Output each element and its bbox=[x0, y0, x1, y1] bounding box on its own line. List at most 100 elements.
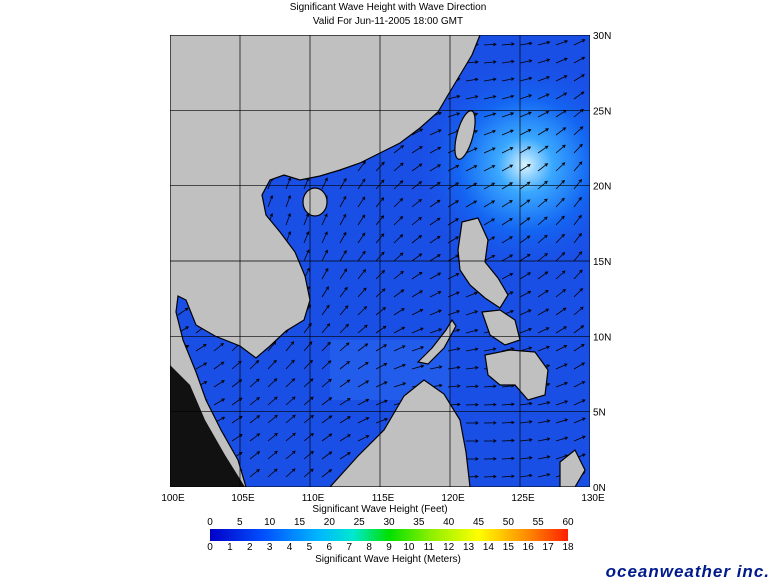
feet-label: 40 bbox=[443, 517, 455, 528]
wave-arrow bbox=[555, 418, 569, 424]
wave-arrow bbox=[519, 59, 533, 64]
wave-arrow bbox=[501, 402, 515, 407]
wave-arrow bbox=[465, 182, 478, 190]
lon-label: 105E bbox=[231, 493, 255, 504]
wave-arrow bbox=[519, 401, 533, 406]
meter-label: 3 bbox=[267, 542, 273, 553]
wave-arrow bbox=[573, 251, 583, 262]
wave-arrow bbox=[267, 432, 278, 442]
feet-label: 45 bbox=[473, 517, 485, 528]
wave-arrow bbox=[339, 379, 351, 388]
wave-arrow bbox=[465, 439, 479, 443]
wave-arrow bbox=[519, 253, 531, 262]
lat-label: 25N bbox=[593, 106, 611, 117]
wave-arrow bbox=[411, 327, 424, 334]
wave-arrow bbox=[393, 216, 404, 226]
wave-arrow bbox=[429, 309, 442, 316]
wave-arrow bbox=[465, 291, 478, 298]
lon-label: 100E bbox=[161, 493, 185, 504]
wave-arrow bbox=[285, 359, 295, 370]
wave-arrow bbox=[501, 272, 514, 280]
wave-arrow bbox=[267, 396, 278, 406]
wave-arrow bbox=[501, 42, 515, 46]
wave-arrow bbox=[339, 286, 348, 298]
meter-label: 10 bbox=[403, 542, 415, 553]
wave-arrow bbox=[465, 77, 479, 82]
lon-label: 125E bbox=[511, 493, 535, 504]
colorbar-feet-labels: 0 5 10 15 20 25 30 35 40 45 50 55 60 bbox=[207, 517, 574, 528]
wave-arrow bbox=[393, 198, 404, 208]
wave-arrow bbox=[483, 439, 497, 443]
wave-arrow bbox=[573, 161, 583, 172]
wave-arrow bbox=[411, 309, 424, 316]
wave-arrow bbox=[429, 199, 441, 208]
wave-arrow bbox=[555, 381, 568, 388]
subtitle: Valid For Jun-11-2005 18:00 GMT bbox=[313, 16, 463, 27]
wave-arrow bbox=[537, 93, 550, 100]
wave-arrow bbox=[213, 380, 225, 388]
meter-label: 1 bbox=[227, 542, 233, 553]
wave-arrow bbox=[303, 359, 313, 370]
lat-label: 10N bbox=[593, 332, 611, 343]
wave-arrow bbox=[249, 451, 261, 460]
meter-label: 6 bbox=[327, 542, 333, 553]
wave-arrow bbox=[537, 40, 551, 46]
wave-arrow bbox=[249, 360, 260, 370]
meter-label: 9 bbox=[386, 542, 392, 553]
wave-arrow bbox=[429, 146, 442, 154]
wave-arrow bbox=[573, 343, 585, 352]
wave-arrow bbox=[321, 267, 329, 280]
wave-arrow bbox=[519, 146, 532, 154]
wave-arrow bbox=[519, 438, 533, 442]
wave-arrow bbox=[411, 146, 423, 154]
wave-arrow bbox=[555, 400, 569, 406]
lon-labels: 100E 105E 110E 115E 120E 125E 130E bbox=[161, 493, 605, 504]
wave-arrow bbox=[483, 421, 497, 425]
wave-arrow bbox=[213, 398, 226, 406]
wave-arrow bbox=[393, 382, 407, 388]
wave-arrow bbox=[357, 417, 370, 424]
wave-arrow bbox=[375, 381, 388, 388]
wave-arrow bbox=[429, 291, 442, 298]
wave-arrow bbox=[393, 289, 405, 298]
wave-arrow bbox=[411, 346, 425, 352]
lon-label: 110E bbox=[302, 493, 325, 504]
wave-arrow bbox=[303, 231, 310, 244]
wave-arrow bbox=[285, 177, 292, 190]
wave-arrow bbox=[555, 252, 566, 262]
wave-arrow bbox=[375, 288, 386, 298]
wave-arrow bbox=[411, 198, 423, 208]
wave-arrow bbox=[465, 347, 479, 352]
wave-arrow bbox=[285, 414, 296, 424]
meter-label: 4 bbox=[287, 542, 293, 553]
feet-label: 15 bbox=[294, 517, 306, 528]
feet-label: 10 bbox=[264, 517, 276, 528]
wave-arrow bbox=[555, 307, 567, 316]
wave-arrow bbox=[429, 272, 442, 280]
wave-arrow bbox=[357, 287, 367, 298]
wave-arrow bbox=[357, 435, 370, 442]
wave-arrow bbox=[339, 360, 351, 370]
wave-arrow bbox=[303, 450, 314, 460]
lat-label: 30N bbox=[593, 31, 611, 42]
wave-arrow bbox=[537, 419, 551, 424]
wave-arrow bbox=[519, 327, 533, 334]
wave-arrow bbox=[483, 129, 497, 136]
wave-arrow bbox=[357, 361, 369, 370]
wave-arrow bbox=[537, 401, 551, 406]
meter-label: 14 bbox=[483, 542, 495, 553]
axis-title: Significant Wave Height (Feet) bbox=[312, 504, 447, 515]
wave-arrow bbox=[483, 474, 497, 479]
wave-arrow bbox=[555, 144, 566, 154]
wave-arrow bbox=[573, 214, 582, 226]
wave-arrow bbox=[339, 416, 351, 424]
wave-arrow bbox=[573, 381, 586, 388]
feet-label: 25 bbox=[354, 517, 366, 528]
wave-arrow bbox=[501, 59, 515, 64]
feet-label: 20 bbox=[324, 517, 336, 528]
wave-arrow bbox=[501, 112, 515, 118]
wave-arrow bbox=[537, 128, 549, 136]
lat-labels: 0N 5N 10N 15N 20N 25N 30N bbox=[593, 31, 611, 494]
wave-arrow bbox=[267, 468, 278, 478]
